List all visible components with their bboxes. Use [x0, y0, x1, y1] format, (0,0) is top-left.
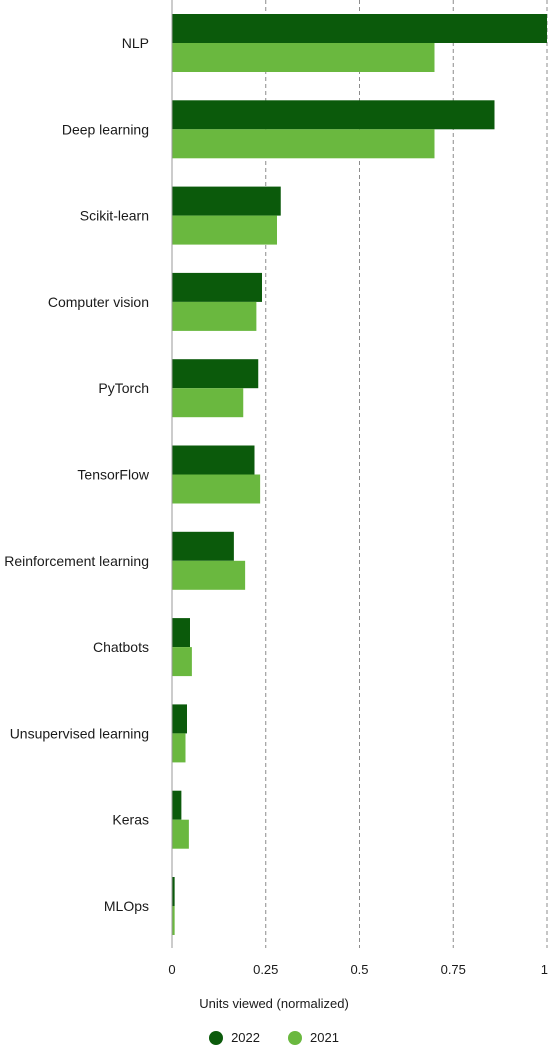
x-tick-label: 0.75: [441, 962, 466, 977]
bar-2022: [172, 186, 281, 216]
category-label: Reinforcement learning: [4, 553, 149, 569]
x-tick-label: 0: [168, 962, 175, 977]
legend-item-2021: 2021: [288, 1030, 339, 1045]
bar-2021: [172, 129, 435, 159]
category-label: PyTorch: [98, 380, 149, 396]
category-label: Scikit-learn: [80, 208, 149, 224]
bar-2022: [172, 272, 262, 302]
legend-label-2022: 2022: [231, 1030, 260, 1045]
bar-2022: [172, 445, 255, 475]
bar-2021: [172, 215, 277, 245]
x-axis-label: Units viewed (normalized): [199, 996, 349, 1011]
bar-2021: [172, 733, 186, 763]
legend-item-2022: 2022: [209, 1030, 260, 1045]
legend: 2022 2021: [0, 1030, 548, 1045]
category-label: Deep learning: [62, 121, 149, 137]
x-tick-label: 0.5: [350, 962, 368, 977]
category-label: Unsupervised learning: [10, 725, 149, 741]
category-label: Chatbots: [93, 639, 149, 655]
bar-2021: [172, 301, 257, 331]
bar-2021: [172, 906, 175, 935]
bar-2022: [172, 531, 234, 561]
x-tick-label: 1: [541, 962, 548, 977]
bar-2021: [172, 474, 261, 504]
bar-2022: [172, 790, 182, 820]
legend-swatch-2021: [288, 1030, 302, 1045]
bar-2021: [172, 560, 246, 590]
bar-chart: NLP Deep learning Scikit-learn Computer vis…: [4, 0, 548, 977]
bar-2021: [172, 388, 244, 418]
bar-2022: [172, 704, 187, 734]
bar-2022: [172, 14, 547, 43]
bars-group: [172, 14, 547, 935]
bar-2022: [172, 359, 259, 389]
category-label: TensorFlow: [77, 467, 149, 483]
legend-swatch-2022: [209, 1030, 224, 1045]
x-tick-label: 0.25: [253, 962, 278, 977]
category-label: NLP: [122, 35, 149, 51]
bar-2021: [172, 819, 189, 849]
category-label: Keras: [112, 812, 149, 828]
category-label: MLOps: [104, 898, 149, 914]
bar-2022: [172, 877, 175, 906]
category-labels: NLP Deep learning Scikit-learn Computer vis…: [4, 35, 150, 914]
bar-2021: [172, 647, 192, 677]
legend-label-2021: 2021: [310, 1030, 339, 1045]
x-tick-labels: 0 0.25 0.5 0.75 1: [168, 962, 548, 977]
bar-2021: [172, 43, 435, 72]
bar-2022: [172, 100, 495, 130]
bar-2022: [172, 618, 190, 648]
category-label: Computer vision: [48, 294, 149, 310]
